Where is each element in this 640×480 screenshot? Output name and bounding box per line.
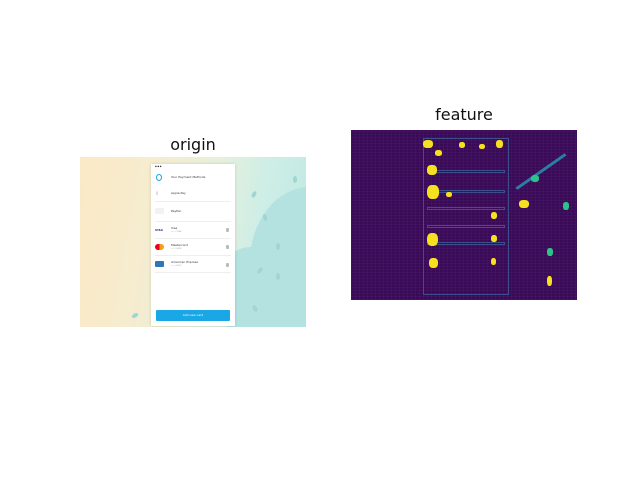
activation-hotspot [547, 248, 553, 256]
row-edge [427, 225, 505, 228]
activation-hotspot [446, 192, 452, 197]
divider [155, 201, 231, 202]
activation-hotspot [429, 258, 438, 268]
visa-icon: VISA [155, 228, 163, 232]
divider [155, 272, 231, 273]
leaf-decoration [276, 243, 280, 250]
origin-title: origin [170, 135, 216, 154]
origin-image: ● ● ● Your Payment Methods  Apple Pay P… [80, 157, 306, 327]
activation-hotspot [423, 140, 433, 148]
activation-hotspot [427, 165, 437, 175]
divider [155, 221, 231, 222]
leaf-decoration [293, 176, 297, 183]
row-edge [427, 242, 505, 245]
activation-hotspot [427, 185, 439, 199]
activation-hotspot [435, 150, 442, 156]
activation-hotspot [479, 144, 485, 149]
paypal-icon [155, 208, 164, 214]
divider [155, 255, 231, 256]
method-number: •••• 1234 [171, 231, 182, 233]
activation-hotspot [547, 276, 552, 286]
activation-hotspot [531, 175, 539, 182]
edge-line [515, 153, 567, 190]
apple-icon:  [156, 191, 158, 195]
header-title: Your Payment Methods [171, 175, 206, 179]
method-label: Visa [171, 226, 178, 230]
amex-icon [155, 261, 164, 267]
activation-hotspot [491, 212, 497, 219]
back-icon[interactable] [156, 174, 162, 181]
phone-outline [423, 138, 509, 295]
method-label: PayPal [171, 209, 181, 213]
divider [155, 238, 231, 239]
activation-hotspot [496, 140, 503, 148]
feature-title: feature [435, 105, 493, 124]
row-edge [427, 207, 505, 210]
method-number: •••• 5678 [171, 248, 182, 250]
activation-hotspot [427, 233, 438, 246]
method-label: American Express [171, 260, 198, 264]
status-bar: ● ● ● [155, 166, 162, 168]
leaf-decoration [276, 273, 280, 280]
activation-hotspot [563, 202, 569, 210]
activation-hotspot [491, 235, 497, 242]
method-label: Apple Pay [171, 191, 186, 195]
trash-icon[interactable] [226, 263, 229, 267]
row-edge [427, 170, 505, 173]
trash-icon[interactable] [226, 245, 229, 249]
add-card-button[interactable]: Add new card [156, 310, 230, 321]
activation-hotspot [491, 258, 496, 265]
method-number: •••• 9012 [171, 265, 182, 267]
trash-icon[interactable] [226, 228, 229, 232]
leaf-decoration [130, 312, 140, 319]
method-label: Mastercard [171, 243, 188, 247]
activation-hotspot [459, 142, 465, 148]
mastercard-icon [155, 244, 164, 250]
feature-map [351, 130, 577, 300]
leaf-decoration [250, 190, 258, 199]
activation-hotspot [519, 200, 529, 208]
phone-screen: ● ● ● Your Payment Methods  Apple Pay P… [151, 164, 235, 326]
